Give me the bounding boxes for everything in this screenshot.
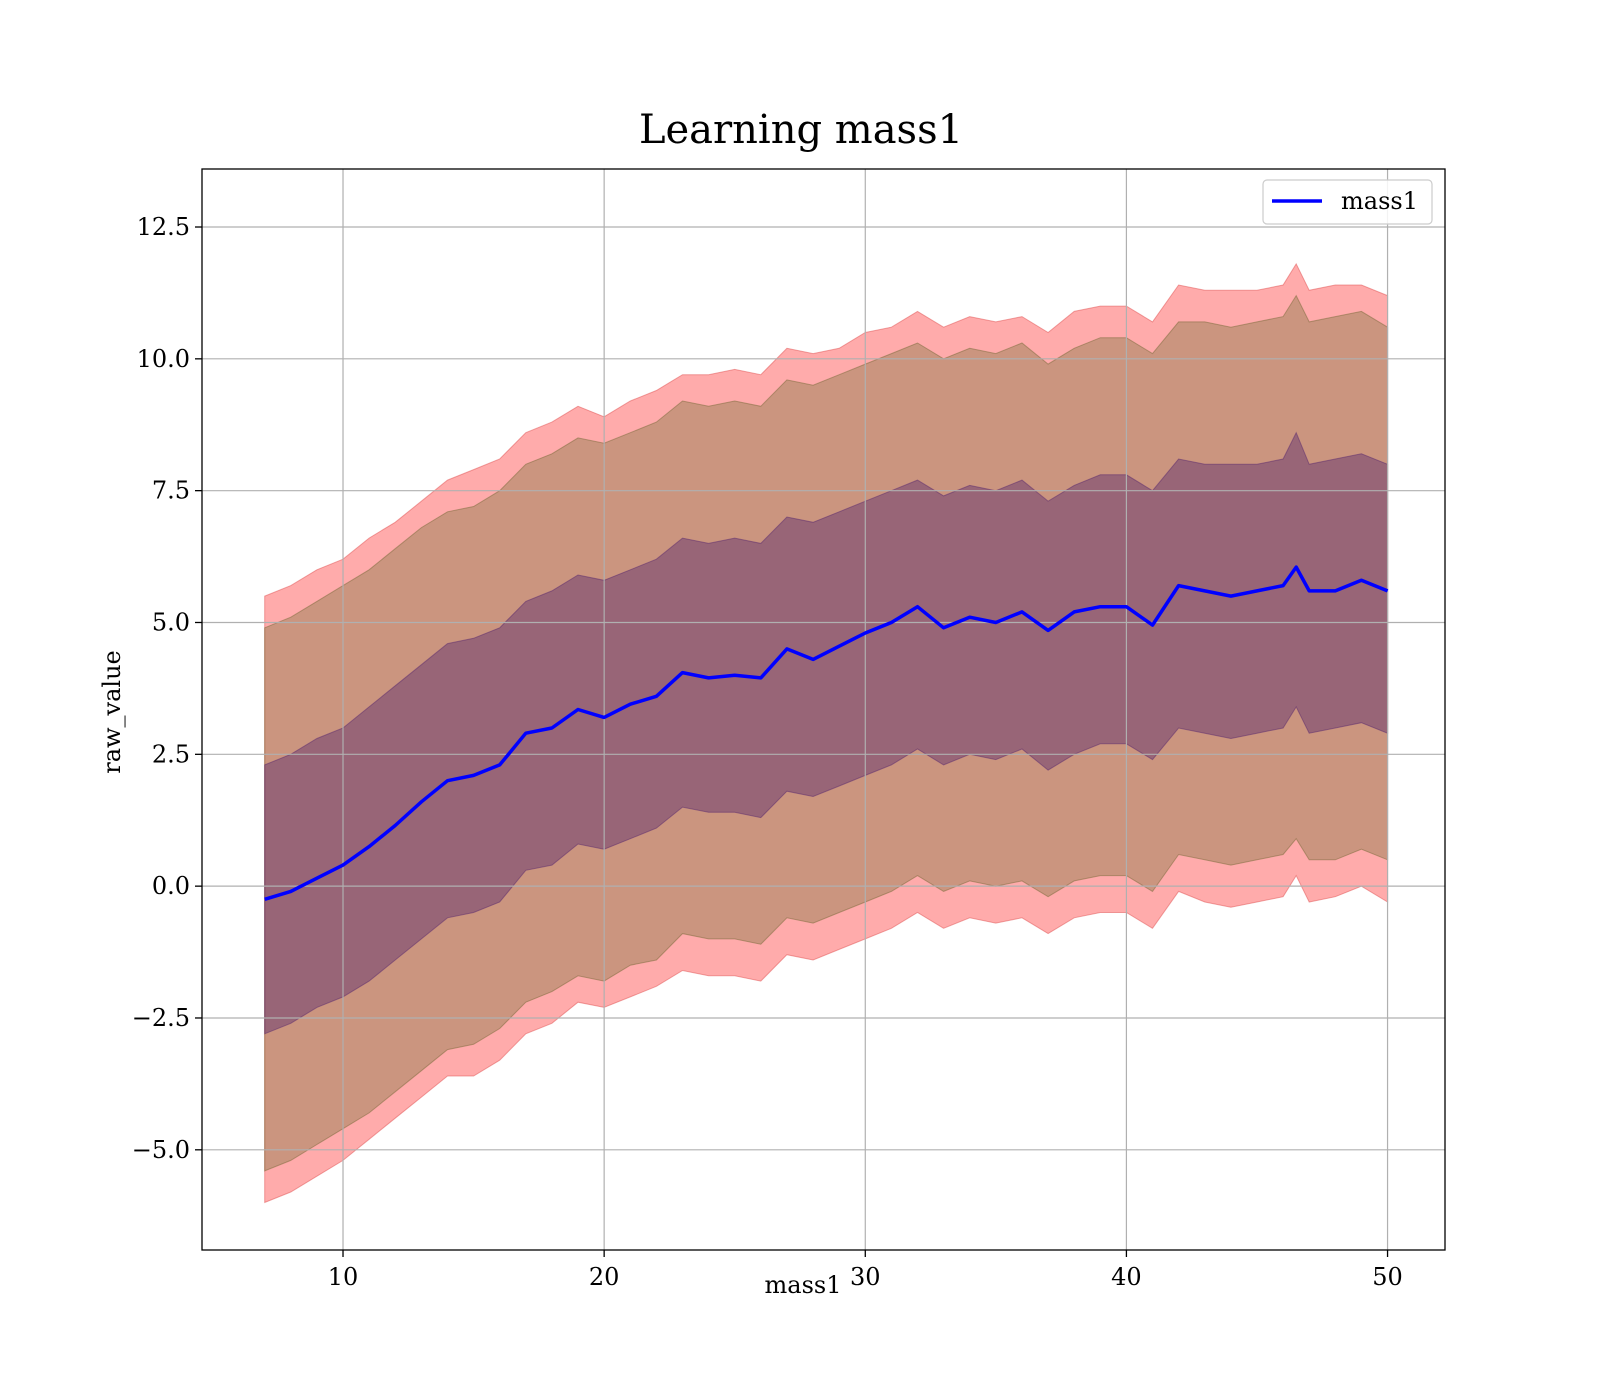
y-tick-label: −2.5 bbox=[132, 1004, 190, 1032]
x-tick-label: 30 bbox=[850, 1263, 881, 1291]
y-axis-label: raw_value bbox=[98, 650, 126, 774]
y-tick-label: 7.5 bbox=[152, 477, 190, 505]
plot-frame bbox=[201, 168, 1446, 1251]
x-tick-label: 50 bbox=[1372, 1263, 1403, 1291]
x-axis-label: mass1 bbox=[765, 1271, 842, 1299]
series-line-mass1 bbox=[264, 565, 1389, 901]
y-tick-label: −5.0 bbox=[132, 1136, 190, 1164]
plot-area: 10 20 30 40 50 −5.0 −2.5 0.0 2.5 5.0 7.5 10.0 12.5 bbox=[132, 168, 1446, 1291]
x-tick-label: 40 bbox=[1111, 1263, 1142, 1291]
y-tick-label: 0.0 bbox=[152, 872, 190, 900]
x-tick-label: 10 bbox=[328, 1263, 359, 1291]
x-tick-label: 20 bbox=[589, 1263, 620, 1291]
y-tick-label: 10.0 bbox=[137, 345, 190, 373]
y-tick-label: 2.5 bbox=[152, 740, 190, 768]
legend: mass1 bbox=[1262, 179, 1433, 225]
chart-title: Learning mass1 bbox=[639, 107, 963, 153]
legend-entry: mass1 bbox=[1341, 187, 1418, 215]
y-tick-label: 5.0 bbox=[152, 608, 190, 636]
legend-box bbox=[1262, 179, 1433, 225]
y-tick-label: 12.5 bbox=[137, 213, 190, 241]
